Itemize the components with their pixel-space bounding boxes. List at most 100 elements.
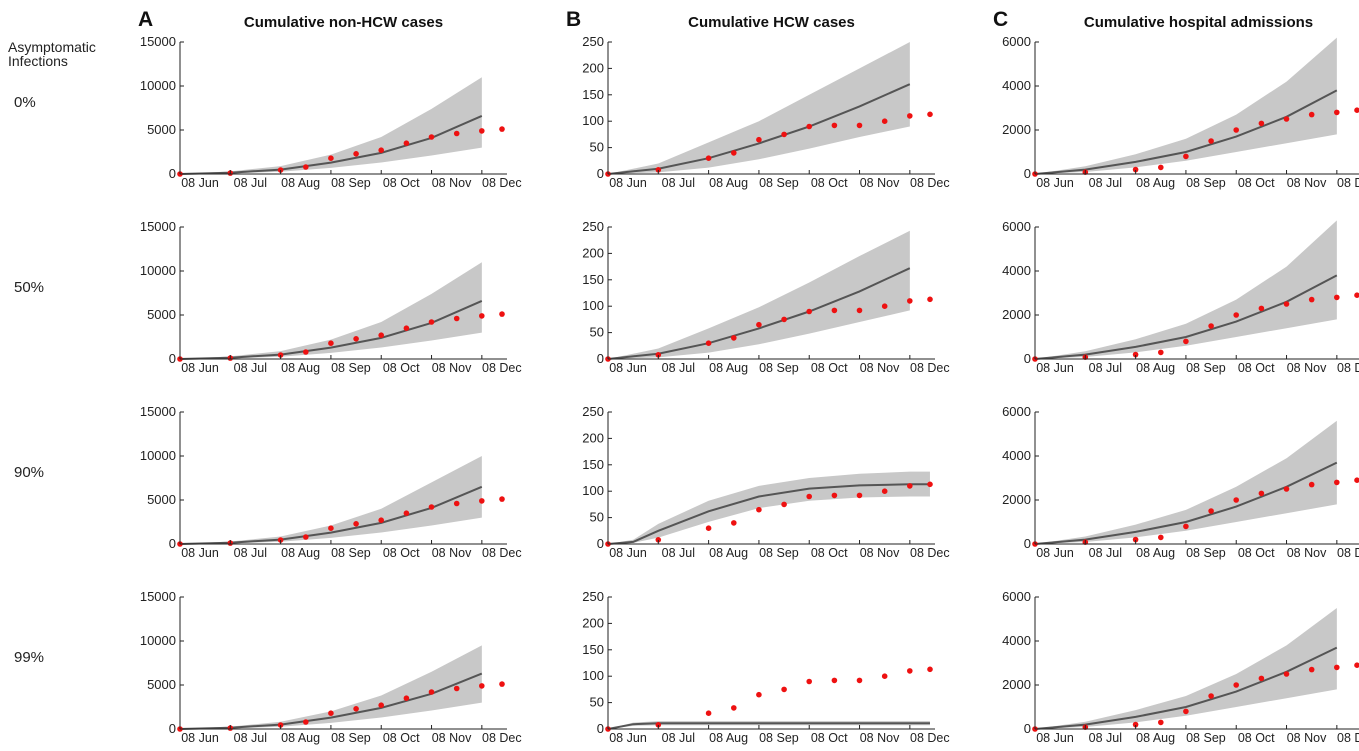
y-tick-label: 0 (597, 351, 604, 366)
observed-point (927, 481, 933, 488)
x-tick-label: 08 Jun (609, 361, 647, 375)
y-tick-label: 0 (597, 721, 604, 736)
observed-point (1132, 351, 1139, 358)
x-tick-label: 08 Nov (860, 176, 900, 190)
x-tick-label: 08 Nov (1287, 361, 1327, 375)
y-tick-label: 100 (582, 483, 604, 498)
y-tick-label: 15000 (140, 34, 176, 49)
y-tick-label: 100 (582, 668, 604, 683)
y-tick-label: 0 (597, 536, 604, 551)
y-tick-label: 6000 (1002, 34, 1031, 49)
observed-point (1183, 708, 1189, 715)
chart-panel: 0 5000 10000 15000 08 Jun 08 Jul 08 Aug 08 Sep 0… (140, 404, 522, 560)
y-tick-label: 0 (1024, 536, 1031, 551)
x-tick-label: 08 Jun (181, 176, 219, 190)
observed-point (1334, 109, 1340, 116)
observed-point (403, 140, 410, 146)
x-tick-label: 08 Oct (1238, 731, 1275, 745)
x-tick-label: 08 Nov (1287, 546, 1327, 560)
observed-point (453, 500, 460, 507)
y-tick-label: 4000 (1002, 78, 1031, 93)
uncertainty-band (1035, 608, 1337, 729)
observed-point (907, 483, 913, 489)
chart-panel: 0 50 100 150 200 250 08 Jun 08 Jul 08 Aug 08 Sep 0… (582, 34, 949, 190)
x-tick-label: 08 Sep (331, 731, 371, 745)
y-tick-label: 250 (582, 34, 604, 49)
observed-point (927, 111, 933, 118)
observed-point (781, 501, 787, 508)
observed-point (1132, 166, 1139, 173)
observed-point (756, 136, 762, 143)
y-tick-label: 100 (582, 298, 604, 313)
observed-point (655, 722, 662, 728)
observed-point (1334, 664, 1340, 671)
x-tick-label: 08 Jul (1089, 176, 1122, 190)
x-tick-label: 08 Dec (1337, 546, 1359, 560)
observed-point (1308, 481, 1315, 488)
observed-point (1183, 523, 1189, 530)
y-tick-label: 0 (597, 166, 604, 181)
observed-point (1258, 675, 1265, 682)
observed-point (856, 122, 863, 129)
observed-point (781, 131, 787, 138)
model-line (607, 483, 930, 545)
y-tick-label: 150 (582, 457, 604, 472)
x-tick-label: 08 Sep (1186, 546, 1226, 560)
observed-point (655, 167, 662, 173)
y-tick-label: 100 (582, 113, 604, 128)
y-tick-label: 50 (590, 510, 604, 525)
x-tick-label: 08 Nov (432, 731, 472, 745)
y-tick-label: 0 (1024, 721, 1031, 736)
x-tick-label: 08 Dec (482, 361, 522, 375)
chart-panel: 0 2000 4000 6000 08 Jun 08 Jul 08 Aug 08 Sep 08 … (1002, 219, 1359, 375)
observed-point (1334, 294, 1340, 301)
observed-point (781, 686, 787, 693)
row-header-line: Asymptomatic (8, 39, 96, 55)
row-header-line: Infections (8, 53, 68, 69)
x-tick-label: 08 Oct (1238, 546, 1275, 560)
observed-point (1308, 666, 1315, 673)
observed-point (731, 705, 737, 711)
x-tick-label: 08 Oct (811, 361, 848, 375)
observed-point (1158, 719, 1164, 726)
observed-point (428, 134, 435, 140)
x-tick-label: 08 Nov (860, 361, 900, 375)
x-tick-label: 08 Jun (609, 731, 647, 745)
x-tick-label: 08 Aug (1136, 731, 1175, 745)
y-tick-label: 150 (582, 642, 604, 657)
uncertainty-band (180, 456, 482, 544)
x-tick-label: 08 Sep (759, 361, 799, 375)
uncertainty-band (608, 42, 910, 174)
x-tick-label: 08 Aug (709, 546, 748, 560)
y-tick-label: 150 (582, 272, 604, 287)
observed-point (1334, 479, 1340, 486)
x-tick-label: 08 Dec (910, 731, 950, 745)
x-tick-label: 08 Jul (662, 731, 695, 745)
observed-point (655, 537, 662, 543)
observed-point (831, 122, 838, 129)
x-tick-label: 08 Nov (1287, 731, 1327, 745)
observed-point (378, 702, 385, 708)
observed-point (1208, 693, 1214, 699)
x-tick-label: 08 Sep (759, 176, 799, 190)
y-tick-label: 2000 (1002, 122, 1031, 137)
x-tick-label: 08 Aug (281, 731, 320, 745)
x-tick-label: 08 Jun (609, 176, 647, 190)
y-tick-label: 15000 (140, 219, 176, 234)
y-tick-label: 200 (582, 60, 604, 75)
chart-panel: 0 5000 10000 15000 08 Jun 08 Jul 08 Aug 08 Sep 0… (140, 219, 522, 375)
y-tick-label: 50 (590, 325, 604, 340)
observed-point (353, 336, 359, 342)
observed-point (705, 710, 712, 716)
y-tick-label: 5000 (147, 492, 176, 507)
x-tick-label: 08 Dec (910, 546, 950, 560)
observed-point (479, 128, 485, 134)
observed-point (1283, 301, 1290, 307)
x-tick-label: 08 Jun (181, 546, 219, 560)
x-tick-label: 08 Dec (1337, 176, 1359, 190)
x-tick-label: 08 Aug (1136, 176, 1175, 190)
observed-point (731, 150, 737, 156)
y-tick-label: 10000 (140, 78, 176, 93)
observed-point (453, 130, 460, 137)
x-tick-label: 08 Nov (1287, 176, 1327, 190)
